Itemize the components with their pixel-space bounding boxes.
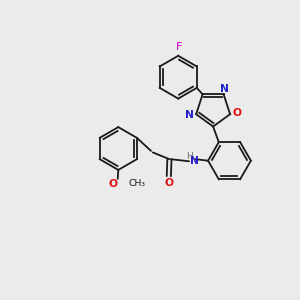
Text: O: O [232,108,241,118]
Text: H: H [186,152,193,161]
Text: N: N [190,156,199,166]
Text: CH₃: CH₃ [128,179,145,188]
Text: F: F [176,43,182,52]
Text: N: N [185,110,194,120]
Text: O: O [109,179,118,189]
Text: O: O [164,178,173,188]
Text: N: N [220,84,229,94]
